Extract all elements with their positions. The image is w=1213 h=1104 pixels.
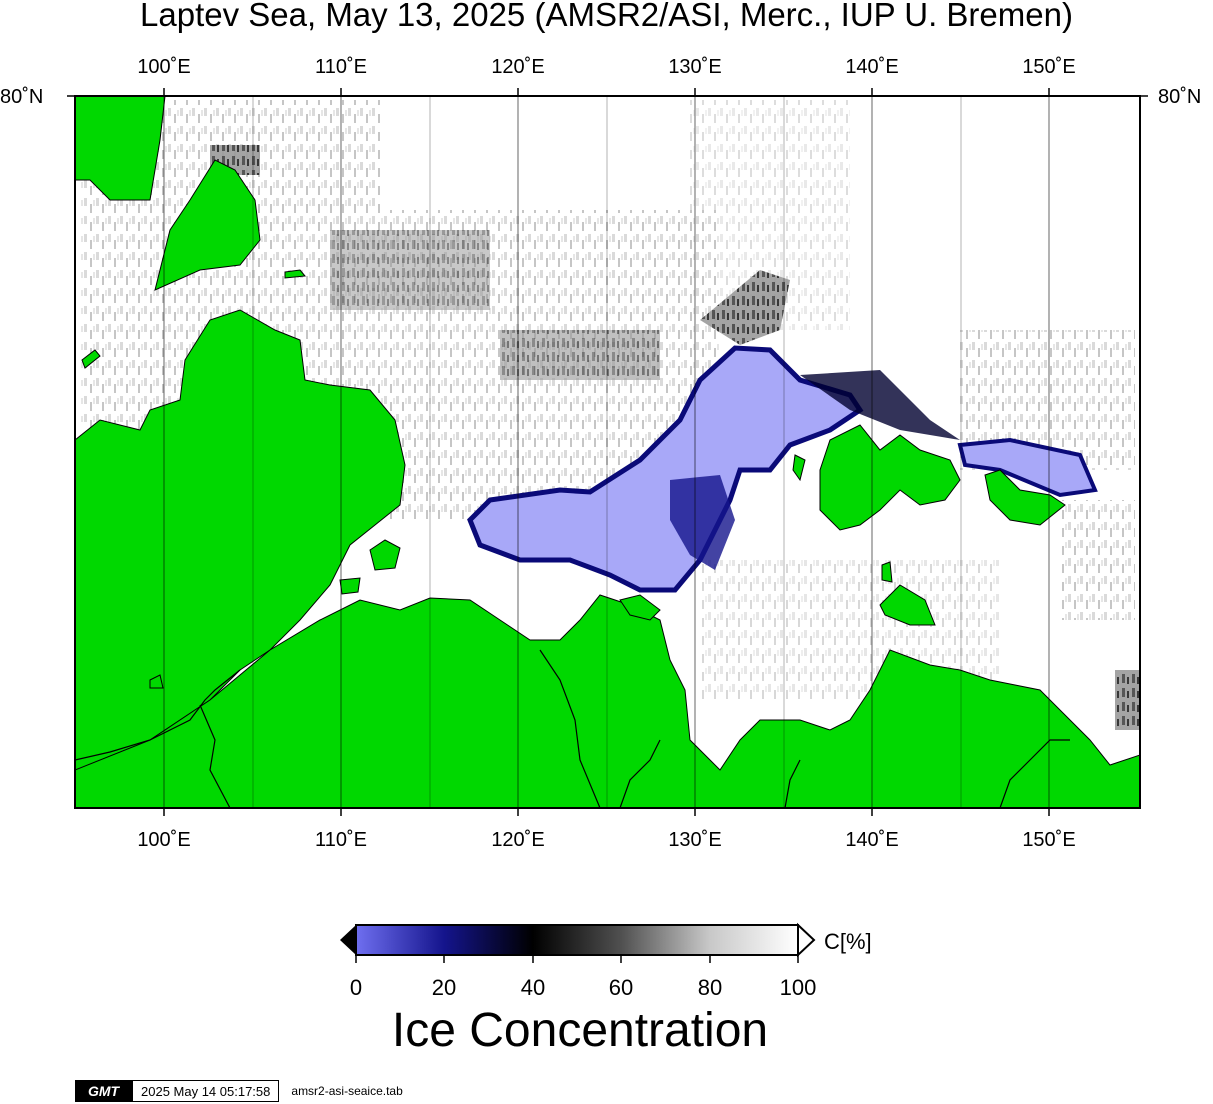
- dense-ice: [210, 145, 1140, 730]
- polynya-low-ice: [467, 345, 864, 593]
- lon-label-bottom: 130˚E: [668, 829, 722, 851]
- colorbar-tick-label: 0: [349, 975, 363, 1000]
- meridian-gridlines: [163, 96, 1050, 808]
- lon-label-top: 120˚E: [491, 56, 545, 78]
- colorbar-unit-label: C[%]: [824, 929, 872, 954]
- lon-label-top: 100˚E: [137, 56, 191, 78]
- colorbar-high-triangle: [797, 922, 816, 958]
- lon-label-bottom: 120˚E: [491, 829, 545, 851]
- source-file-label: amsr2-asi-seaice.tab: [291, 1084, 403, 1098]
- lon-label-top: 150˚E: [1022, 56, 1076, 78]
- colorbar-tick-label: 20: [431, 975, 457, 1000]
- lon-label-bottom: 150˚E: [1022, 829, 1076, 851]
- colorbar-tick-label: 40: [520, 975, 546, 1000]
- lat-label-right: 80˚N: [1158, 86, 1202, 108]
- lon-label-bottom: 110˚E: [315, 829, 367, 851]
- lon-label-bottom: 140˚E: [845, 829, 899, 851]
- colorbar-tick-label: 60: [608, 975, 634, 1000]
- gmt-logo: GMT: [75, 1080, 132, 1102]
- polynya-east: [957, 437, 1098, 498]
- lon-label-top: 140˚E: [845, 56, 899, 78]
- frame-ticks: [67, 88, 1148, 816]
- lon-label-bottom: 100˚E: [137, 829, 191, 851]
- lon-label-top: 130˚E: [668, 56, 722, 78]
- colorbar-tick-label: 100: [779, 975, 817, 1000]
- map-title: Laptev Sea, May 13, 2025 (AMSR2/ASI, Mer…: [140, 0, 1073, 33]
- rivers: [75, 649, 1070, 808]
- timestamp-text: 2025 May 14 05:17:58: [132, 1080, 280, 1102]
- gmt-timestamp: GMT 2025 May 14 05:17:58 amsr2-asi-seaic…: [75, 1080, 403, 1102]
- lat-label-left: 80˚N: [0, 86, 44, 108]
- colorbar-title: Ice Concentration: [391, 1004, 769, 1057]
- colorbar-low-triangle: [340, 925, 356, 955]
- lon-label-top: 110˚E: [315, 56, 367, 78]
- colorbar: [340, 922, 816, 963]
- colorbar-tick-label: 80: [697, 975, 723, 1000]
- colorbar-bar: [355, 924, 799, 956]
- map-frame: [74, 95, 1141, 809]
